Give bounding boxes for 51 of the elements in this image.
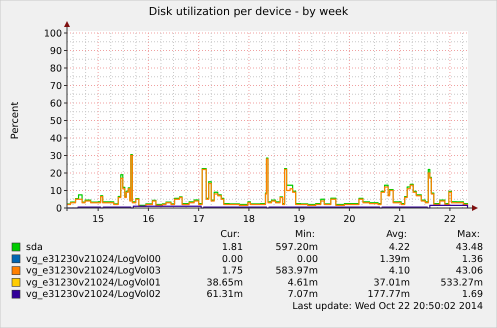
y-tick-label: 80: [50, 63, 62, 74]
text: 37.01m: [374, 277, 410, 288]
text: 4.22: [388, 242, 410, 253]
x-tick-label: 20: [343, 214, 356, 225]
text: 1.81: [222, 242, 243, 253]
x-tick-label: 19: [293, 214, 306, 225]
text: 0.00: [222, 254, 243, 265]
text: 533.27m: [440, 277, 483, 288]
text: 1.39m: [380, 254, 410, 265]
text: 583.97m: [276, 266, 318, 277]
x-tick-label: 15: [92, 214, 104, 225]
text: 1.69: [462, 289, 483, 300]
x-tick-label: 16: [142, 214, 154, 225]
y-tick-label: 100: [44, 28, 62, 40]
legend-label: vg_e31230v21024/LogVol00: [26, 254, 161, 265]
text: Max:: [457, 229, 480, 240]
y-tick-label: 60: [50, 98, 62, 110]
y-tick-label: 90: [50, 46, 62, 57]
legend-label: vg_e31230v21024/LogVol02: [26, 289, 161, 300]
y-tick-label: 70: [50, 80, 62, 92]
text: 7.07m: [288, 289, 318, 300]
y-tick-label: 40: [50, 133, 62, 144]
text: Cur:: [220, 229, 240, 240]
y-tick-label: 50: [50, 116, 62, 127]
text: Avg:: [386, 229, 407, 240]
text: Last update: Wed Oct 22 20:50:02 2014: [292, 301, 483, 312]
text: 4.61m: [288, 277, 318, 288]
y-tick-label: 10: [50, 186, 62, 197]
x-tick-label: 18: [242, 214, 255, 225]
y-axis-title: Percent: [10, 102, 21, 140]
chart-title: Disk utilization per device - by week: [148, 5, 349, 18]
text: Min:: [294, 229, 315, 240]
x-tick-label: 21: [394, 214, 406, 225]
text: 597.20m: [276, 242, 318, 253]
text: 0.00: [296, 254, 318, 265]
y-tick-label: 20: [50, 168, 62, 180]
text: 38.65m: [206, 277, 243, 288]
x-tick-label: 17: [192, 214, 205, 225]
y-tick-label: 0: [56, 203, 62, 214]
x-tick-label: 22: [444, 214, 456, 225]
text: 1.75: [222, 266, 243, 277]
legend-label: sda: [26, 242, 43, 253]
y-tick-label: 30: [50, 150, 62, 162]
legend-label: vg_e31230v21024/LogVol01: [26, 277, 161, 288]
text: 61.31m: [206, 289, 243, 300]
text: 177.77m: [368, 289, 410, 300]
text: 1.36: [462, 254, 483, 265]
text: 43.06: [456, 266, 483, 277]
text: 43.48: [456, 242, 483, 253]
legend-label: vg_e31230v21024/LogVol03: [26, 266, 161, 277]
text: 4.10: [388, 266, 410, 277]
